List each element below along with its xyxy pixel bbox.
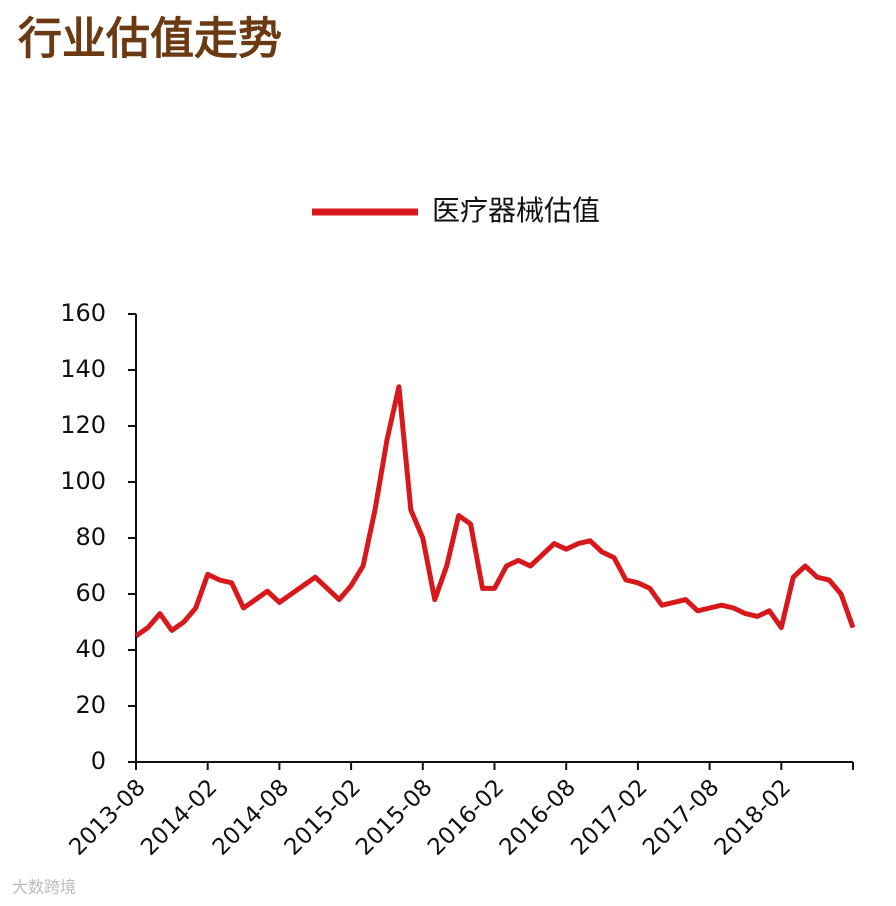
y-tick-label: 100 bbox=[60, 467, 106, 495]
x-tick-label: 2015-02 bbox=[280, 774, 366, 860]
y-tick-label: 60 bbox=[75, 579, 106, 607]
y-tick-label: 140 bbox=[60, 355, 106, 383]
y-tick-label: 120 bbox=[60, 411, 106, 439]
chart-title: 行业估值走势 bbox=[18, 14, 282, 65]
legend-label: 医疗器械估值 bbox=[432, 194, 600, 227]
x-tick-label: 2013-08 bbox=[64, 774, 150, 860]
x-tick-label: 2014-02 bbox=[136, 774, 222, 860]
y-tick-label: 40 bbox=[75, 635, 106, 663]
x-tick-label: 2014-08 bbox=[208, 774, 294, 860]
y-tick-label: 0 bbox=[91, 747, 106, 775]
x-tick-label: 2016-02 bbox=[423, 774, 509, 860]
x-tick-label: 2016-08 bbox=[495, 774, 581, 860]
y-tick-label: 80 bbox=[75, 523, 106, 551]
y-tick-label: 160 bbox=[60, 299, 106, 327]
watermark: 大数跨境 bbox=[12, 878, 76, 897]
x-tick-label: 2018-02 bbox=[710, 774, 796, 860]
x-tick-label: 2017-08 bbox=[638, 774, 724, 860]
line bbox=[134, 384, 856, 639]
x-tick-label: 2017-02 bbox=[566, 774, 652, 860]
x-tick-label: 2015-08 bbox=[351, 774, 437, 860]
y-tick-label: 20 bbox=[75, 691, 106, 719]
